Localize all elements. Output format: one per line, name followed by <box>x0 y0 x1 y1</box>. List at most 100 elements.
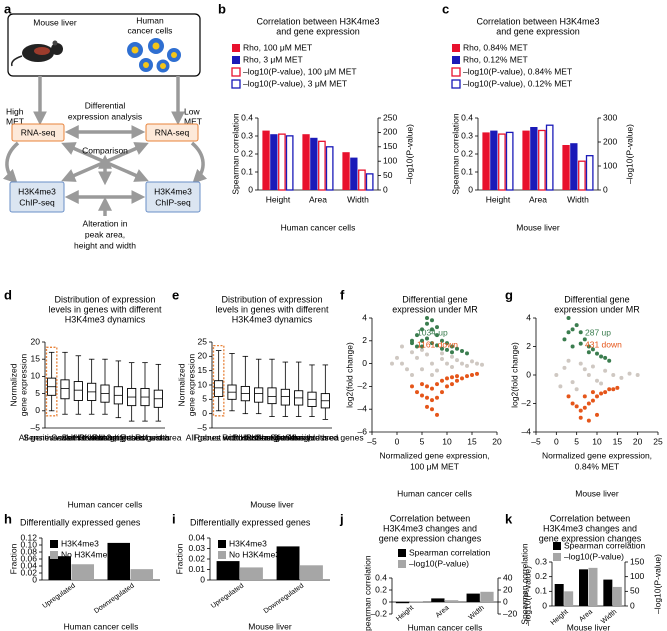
legend-label: –log10(P-value), 100 μM MET <box>243 66 357 76</box>
point <box>435 395 439 400</box>
chip-seq-box <box>145 181 201 213</box>
x-tick-label: Upregulated <box>41 582 76 610</box>
point <box>470 373 474 377</box>
y-axis-label: gene expression <box>18 354 28 417</box>
x-tick-label: 5 <box>420 436 425 446</box>
y-tick-label: 0.2 <box>461 148 473 158</box>
bar <box>578 160 586 191</box>
point <box>450 344 454 349</box>
point <box>425 321 429 326</box>
point <box>465 351 469 356</box>
chart-title: H3K4me3 changes and <box>383 523 477 533</box>
rna-seq-box <box>145 123 199 142</box>
legend-label: –log10(P-value), 0.84% MET <box>463 66 572 76</box>
chart-title: Differentially expressed genes <box>20 517 141 527</box>
y-tick-label: –4 <box>522 426 532 436</box>
y-tick-label: –5 <box>31 422 41 432</box>
point <box>595 394 599 399</box>
x-tick-label: Area <box>309 194 327 204</box>
point <box>465 363 469 368</box>
chart-title: expression under MR <box>392 304 478 314</box>
x-tick-label: Robust width <box>120 432 169 442</box>
point <box>578 415 583 420</box>
box <box>254 387 264 403</box>
point <box>445 376 449 381</box>
point <box>599 381 604 386</box>
point <box>430 341 434 346</box>
legend-label: –log10(P-value), 3 μM MET <box>243 78 347 88</box>
panel-label: a <box>4 1 12 16</box>
caption: Mouse liver <box>248 621 292 631</box>
legend-swatch <box>50 551 58 559</box>
caption: Human cancer cells <box>68 499 143 509</box>
caption: Human cancer cells <box>281 222 356 232</box>
y-tick-label: –0.2 <box>370 608 387 618</box>
y-tick-label: 0.02 <box>20 567 37 577</box>
node-label: Low <box>184 106 200 116</box>
point <box>405 367 409 372</box>
y-tick-label: 10 <box>31 371 41 381</box>
x-tick-label: Area <box>578 609 594 624</box>
y-tick-label: 0.12 <box>20 532 37 542</box>
bar <box>358 169 366 191</box>
bar <box>530 127 538 190</box>
y-tick-label: 0 <box>468 184 473 194</box>
chart-title: expression under MR <box>554 304 640 314</box>
box <box>267 387 277 405</box>
x-tick-label: Sensitive height <box>62 432 123 442</box>
point <box>595 378 599 383</box>
point <box>627 371 632 376</box>
y-axis-label: Spearman correlation <box>230 113 240 195</box>
point <box>435 325 439 330</box>
node-label: High <box>6 106 24 116</box>
point <box>562 337 567 342</box>
x-tick-label: Area <box>435 605 451 620</box>
y-tick-label: 0.04 <box>188 532 205 542</box>
point <box>455 346 459 351</box>
point <box>425 384 429 389</box>
point <box>603 390 608 395</box>
box <box>214 380 224 397</box>
point <box>425 336 429 341</box>
legend-label: Rho, 3 μM MET <box>243 54 303 64</box>
bar <box>554 584 564 606</box>
chart-title: and gene expression <box>276 26 360 36</box>
legend-swatch <box>218 551 226 559</box>
panel-label: i <box>172 511 176 526</box>
y-tick-label: 20 <box>31 336 41 346</box>
x-tick-label: Sensitive width <box>23 432 80 442</box>
y-tick-label: 15 <box>31 353 41 363</box>
panel-label: b <box>218 1 226 16</box>
point <box>410 350 414 355</box>
point <box>465 374 469 379</box>
x-tick-label: 20 <box>633 436 643 446</box>
chart-title: and gene expression <box>496 26 580 36</box>
y-tick-label: 0.4 <box>375 572 387 582</box>
point <box>570 327 575 332</box>
bar <box>562 145 570 190</box>
node-label: H3K4me3 <box>154 186 192 196</box>
x-axis-label: Normalized gene expression, <box>379 450 489 460</box>
y-tick-label: 0.01 <box>188 564 205 574</box>
point <box>578 408 583 413</box>
y-tick-label: 15 <box>198 365 208 375</box>
point <box>410 384 414 389</box>
diagram: Mouse liver Human cancer cells High MET … <box>2 13 208 250</box>
x-tick-label: –5 <box>367 436 377 446</box>
chart-title: levels in genes with different <box>49 304 162 314</box>
point <box>440 351 444 356</box>
node-label: expression analysis <box>68 111 142 121</box>
bar <box>490 130 498 190</box>
point <box>435 412 439 417</box>
y-tick-label: 0.06 <box>20 553 37 563</box>
bar <box>522 130 530 190</box>
point <box>460 349 464 354</box>
y-tick-label: 20 <box>198 351 208 361</box>
point <box>460 361 464 366</box>
bar <box>585 155 594 191</box>
bar <box>107 542 130 580</box>
y2-tick-label: –20 <box>503 608 517 618</box>
point <box>460 376 464 381</box>
x-tick-label: All expressed genes <box>287 432 364 442</box>
y2-tick-label: 150 <box>630 556 644 566</box>
